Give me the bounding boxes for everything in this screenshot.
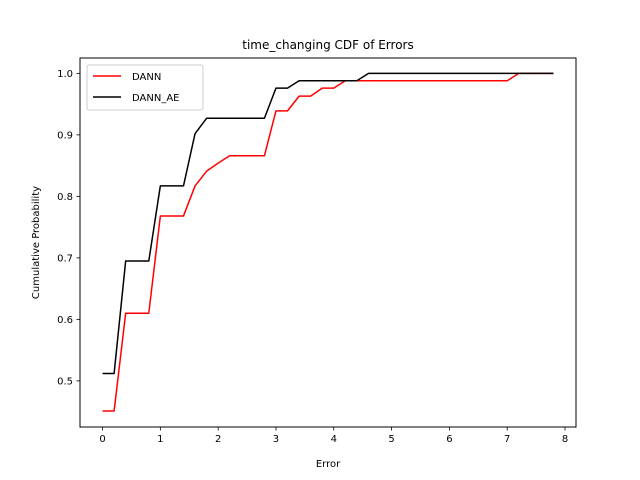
legend-label-dann: DANN xyxy=(132,72,161,83)
y-tick-label: 0.8 xyxy=(57,192,73,203)
x-axis-ticks: 0 1 2 3 4 5 6 7 8 xyxy=(99,427,568,445)
y-tick-label: 1.0 xyxy=(57,69,73,80)
x-tick-label: 1 xyxy=(157,434,163,445)
x-tick-label: 2 xyxy=(215,434,221,445)
y-tick-label: 0.7 xyxy=(57,253,73,264)
y-tick-label: 0.6 xyxy=(57,315,73,326)
chart-title: time_changing CDF of Errors xyxy=(242,38,413,52)
y-axis-ticks: 0.5 0.6 0.7 0.8 0.9 1.0 xyxy=(57,69,80,387)
series-line-dann-ae xyxy=(102,72,554,375)
x-tick-label: 8 xyxy=(562,434,568,445)
y-tick-label: 0.5 xyxy=(57,376,73,387)
series-line-dann xyxy=(102,72,554,412)
x-tick-label: 6 xyxy=(446,434,452,445)
x-tick-label: 7 xyxy=(504,434,510,445)
axes-frame xyxy=(79,57,577,428)
y-tick-label: 0.9 xyxy=(57,130,73,141)
series-group xyxy=(102,72,554,412)
x-tick-label: 4 xyxy=(331,434,337,445)
x-tick-label: 5 xyxy=(388,434,394,445)
x-tick-label: 0 xyxy=(99,434,105,445)
plot-area xyxy=(79,57,577,428)
y-axis-label: Cumulative Probability xyxy=(31,186,42,299)
x-tick-label: 3 xyxy=(273,434,279,445)
legend: DANN DANN_AE xyxy=(86,64,204,111)
x-axis-label: Error xyxy=(316,459,341,470)
legend-label-dann-ae: DANN_AE xyxy=(132,93,180,104)
